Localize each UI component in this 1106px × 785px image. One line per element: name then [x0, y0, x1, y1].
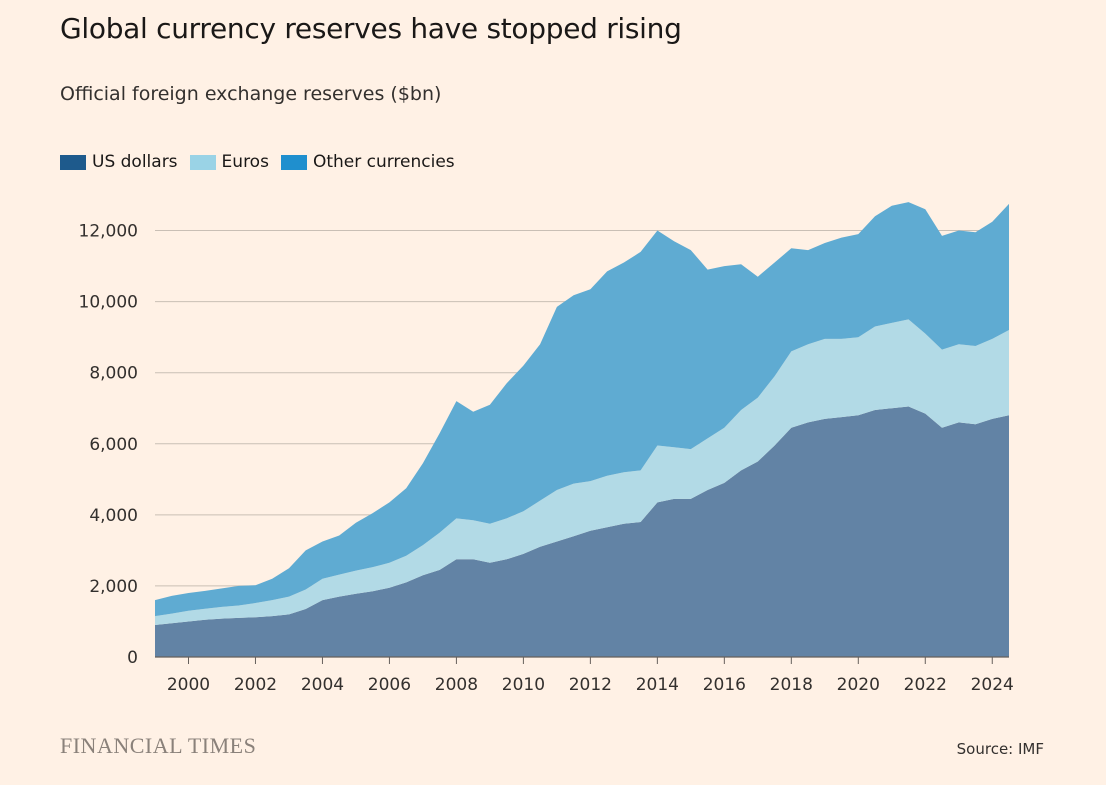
legend-item-other: Other currencies	[280, 152, 455, 172]
x-tick-label: 2006	[368, 675, 411, 695]
y-tick-label: 4,000	[89, 506, 138, 526]
source-note: Source: IMF	[956, 740, 1044, 758]
chart-title: Global currency reserves have stopped ri…	[60, 12, 682, 45]
x-tick-label: 2002	[234, 675, 277, 695]
y-tick-label: 8,000	[89, 364, 138, 384]
x-tick-label: 2000	[167, 675, 210, 695]
legend-item-usd: US dollars	[60, 152, 178, 172]
x-tick-label: 2012	[569, 675, 612, 695]
brand-logo: FINANCIAL TIMES	[60, 733, 257, 758]
x-axis: 2000 2002 2004 2006 2008 2010 2012 2014 2016 2018…	[155, 656, 1014, 695]
area-eur	[155, 319, 1009, 625]
x-tick-label: 2014	[636, 675, 679, 695]
y-tick-label: 12,000	[79, 222, 138, 242]
y-tick-label: 2,000	[89, 577, 138, 597]
y-tick-label: 0	[127, 648, 138, 668]
x-tick-label: 2004	[301, 675, 344, 695]
area-usd	[155, 406, 1009, 657]
legend: US dollars Euros Other currencies	[60, 152, 467, 172]
area-other	[155, 202, 1009, 617]
legend-label-usd: US dollars	[92, 152, 178, 172]
x-tick-label: 2010	[502, 675, 545, 695]
x-tick-label: 2024	[971, 675, 1014, 695]
legend-swatch-other	[280, 154, 307, 170]
stacked-areas	[155, 202, 1009, 657]
chart-subtitle: Official foreign exchange reserves ($bn)	[60, 83, 442, 105]
legend-swatch-eur	[189, 154, 216, 170]
y-axis: 0 2,000 4,000 6,000 8,000 10,000 12,000	[79, 222, 138, 668]
x-tick-label: 2016	[703, 675, 746, 695]
legend-label-eur: Euros	[221, 152, 269, 172]
legend-label-other: Other currencies	[312, 152, 455, 172]
x-tick-label: 2008	[435, 675, 478, 695]
legend-swatch-usd	[60, 154, 86, 170]
y-tick-label: 6,000	[89, 435, 138, 455]
x-tick-label: 2022	[904, 675, 947, 695]
x-tick-label: 2020	[837, 675, 880, 695]
y-tick-label: 10,000	[79, 293, 138, 313]
x-tick-label: 2018	[770, 675, 813, 695]
legend-item-eur: Euros	[189, 152, 269, 172]
